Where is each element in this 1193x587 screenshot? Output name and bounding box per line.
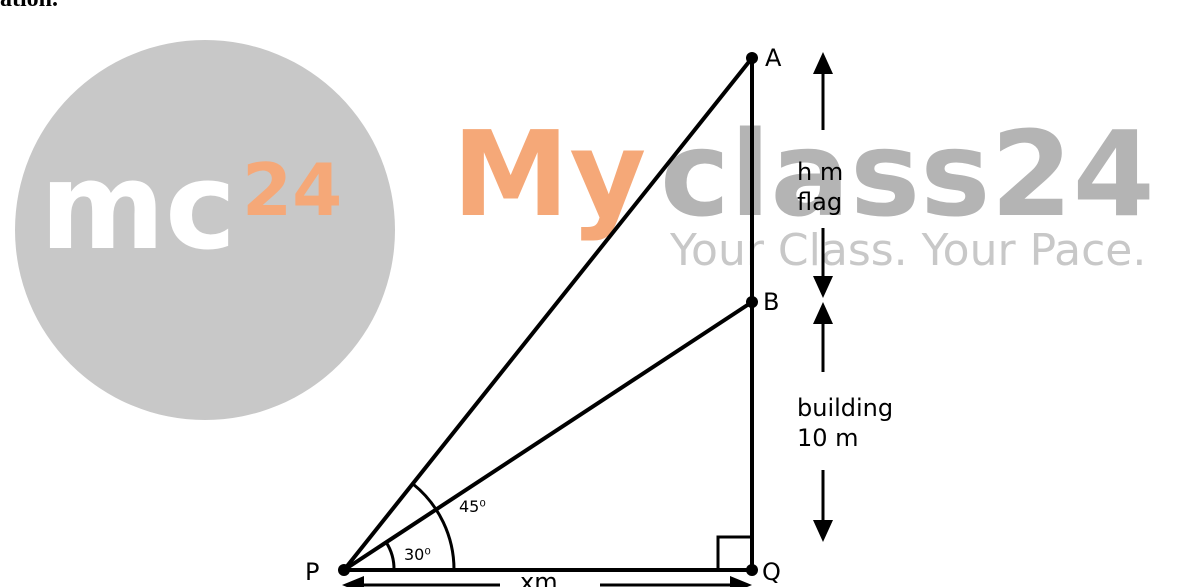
line-PA — [342, 56, 754, 572]
watermark-logo-sup: 24 — [242, 148, 342, 232]
angle-label-30: 30⁰ — [404, 545, 431, 564]
point-A — [746, 52, 758, 64]
flag-label-line1: h m — [797, 158, 843, 186]
flag-label-line2: flag — [797, 188, 842, 216]
building-label-line1: building — [797, 394, 893, 422]
angle-label-45: 45⁰ — [459, 497, 486, 516]
label-Q: Q — [762, 558, 781, 586]
header-text-fragment: ation. — [0, 0, 58, 13]
point-Q — [746, 564, 758, 576]
angle-arc-45 — [412, 482, 456, 571]
flag-height-arrow — [813, 52, 833, 298]
label-B: B — [763, 288, 779, 316]
right-angle-marker — [716, 535, 752, 570]
point-B — [746, 296, 758, 308]
label-A: A — [765, 44, 782, 72]
watermark: mc 24 My class24 Your Class. Your Pace. — [15, 40, 1155, 420]
base-label: xm — [520, 568, 558, 587]
base-arrow — [342, 576, 752, 587]
watermark-brand-class: class24 — [660, 105, 1155, 243]
line-PB — [342, 300, 754, 572]
watermark-brand-my: My — [452, 105, 646, 243]
angle-arc-30 — [384, 541, 396, 571]
building-height-arrow — [813, 302, 833, 542]
watermark-circle — [15, 40, 395, 420]
watermark-tagline: Your Class. Your Pace. — [669, 225, 1146, 276]
point-P — [338, 564, 350, 576]
label-P: P — [305, 558, 319, 586]
triangle — [342, 56, 754, 572]
watermark-logo-mc: mc — [40, 138, 236, 277]
building-label-line2: 10 m — [797, 424, 859, 452]
points — [338, 52, 758, 576]
